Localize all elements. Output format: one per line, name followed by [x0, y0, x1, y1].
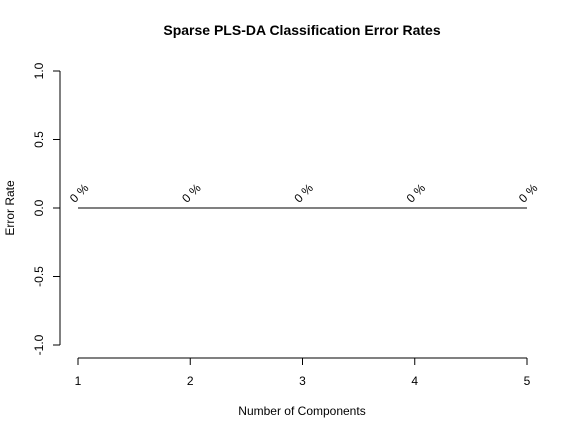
data-label: 0 % — [516, 181, 541, 206]
chart-title: Sparse PLS-DA Classification Error Rates — [163, 22, 440, 38]
x-tick-label: 1 — [75, 374, 82, 388]
data-label: 0 % — [67, 181, 92, 206]
x-tick-label: 3 — [299, 374, 306, 388]
x-tick-label: 4 — [411, 374, 418, 388]
y-tick-label: -0.5 — [32, 266, 46, 287]
x-axis-label: Number of Components — [238, 404, 365, 418]
y-tick-label: 1.0 — [32, 62, 46, 79]
data-label: 0 % — [179, 181, 204, 206]
x-axis: 1 2 3 4 5 — [75, 357, 531, 388]
data-labels-group: 0 % 0 % 0 % 0 % 0 % — [67, 181, 541, 206]
y-tick-label: 0.0 — [32, 199, 46, 216]
y-axis: -1.0 -0.5 0.0 0.5 1.0 — [32, 62, 61, 355]
x-tick-label: 5 — [524, 374, 531, 388]
data-label: 0 % — [291, 181, 316, 206]
data-label: 0 % — [404, 181, 429, 206]
y-tick-label: 0.5 — [32, 131, 46, 148]
y-tick-label: -1.0 — [32, 334, 46, 355]
y-axis-label: Error Rate — [3, 180, 17, 236]
x-tick-label: 2 — [187, 374, 194, 388]
